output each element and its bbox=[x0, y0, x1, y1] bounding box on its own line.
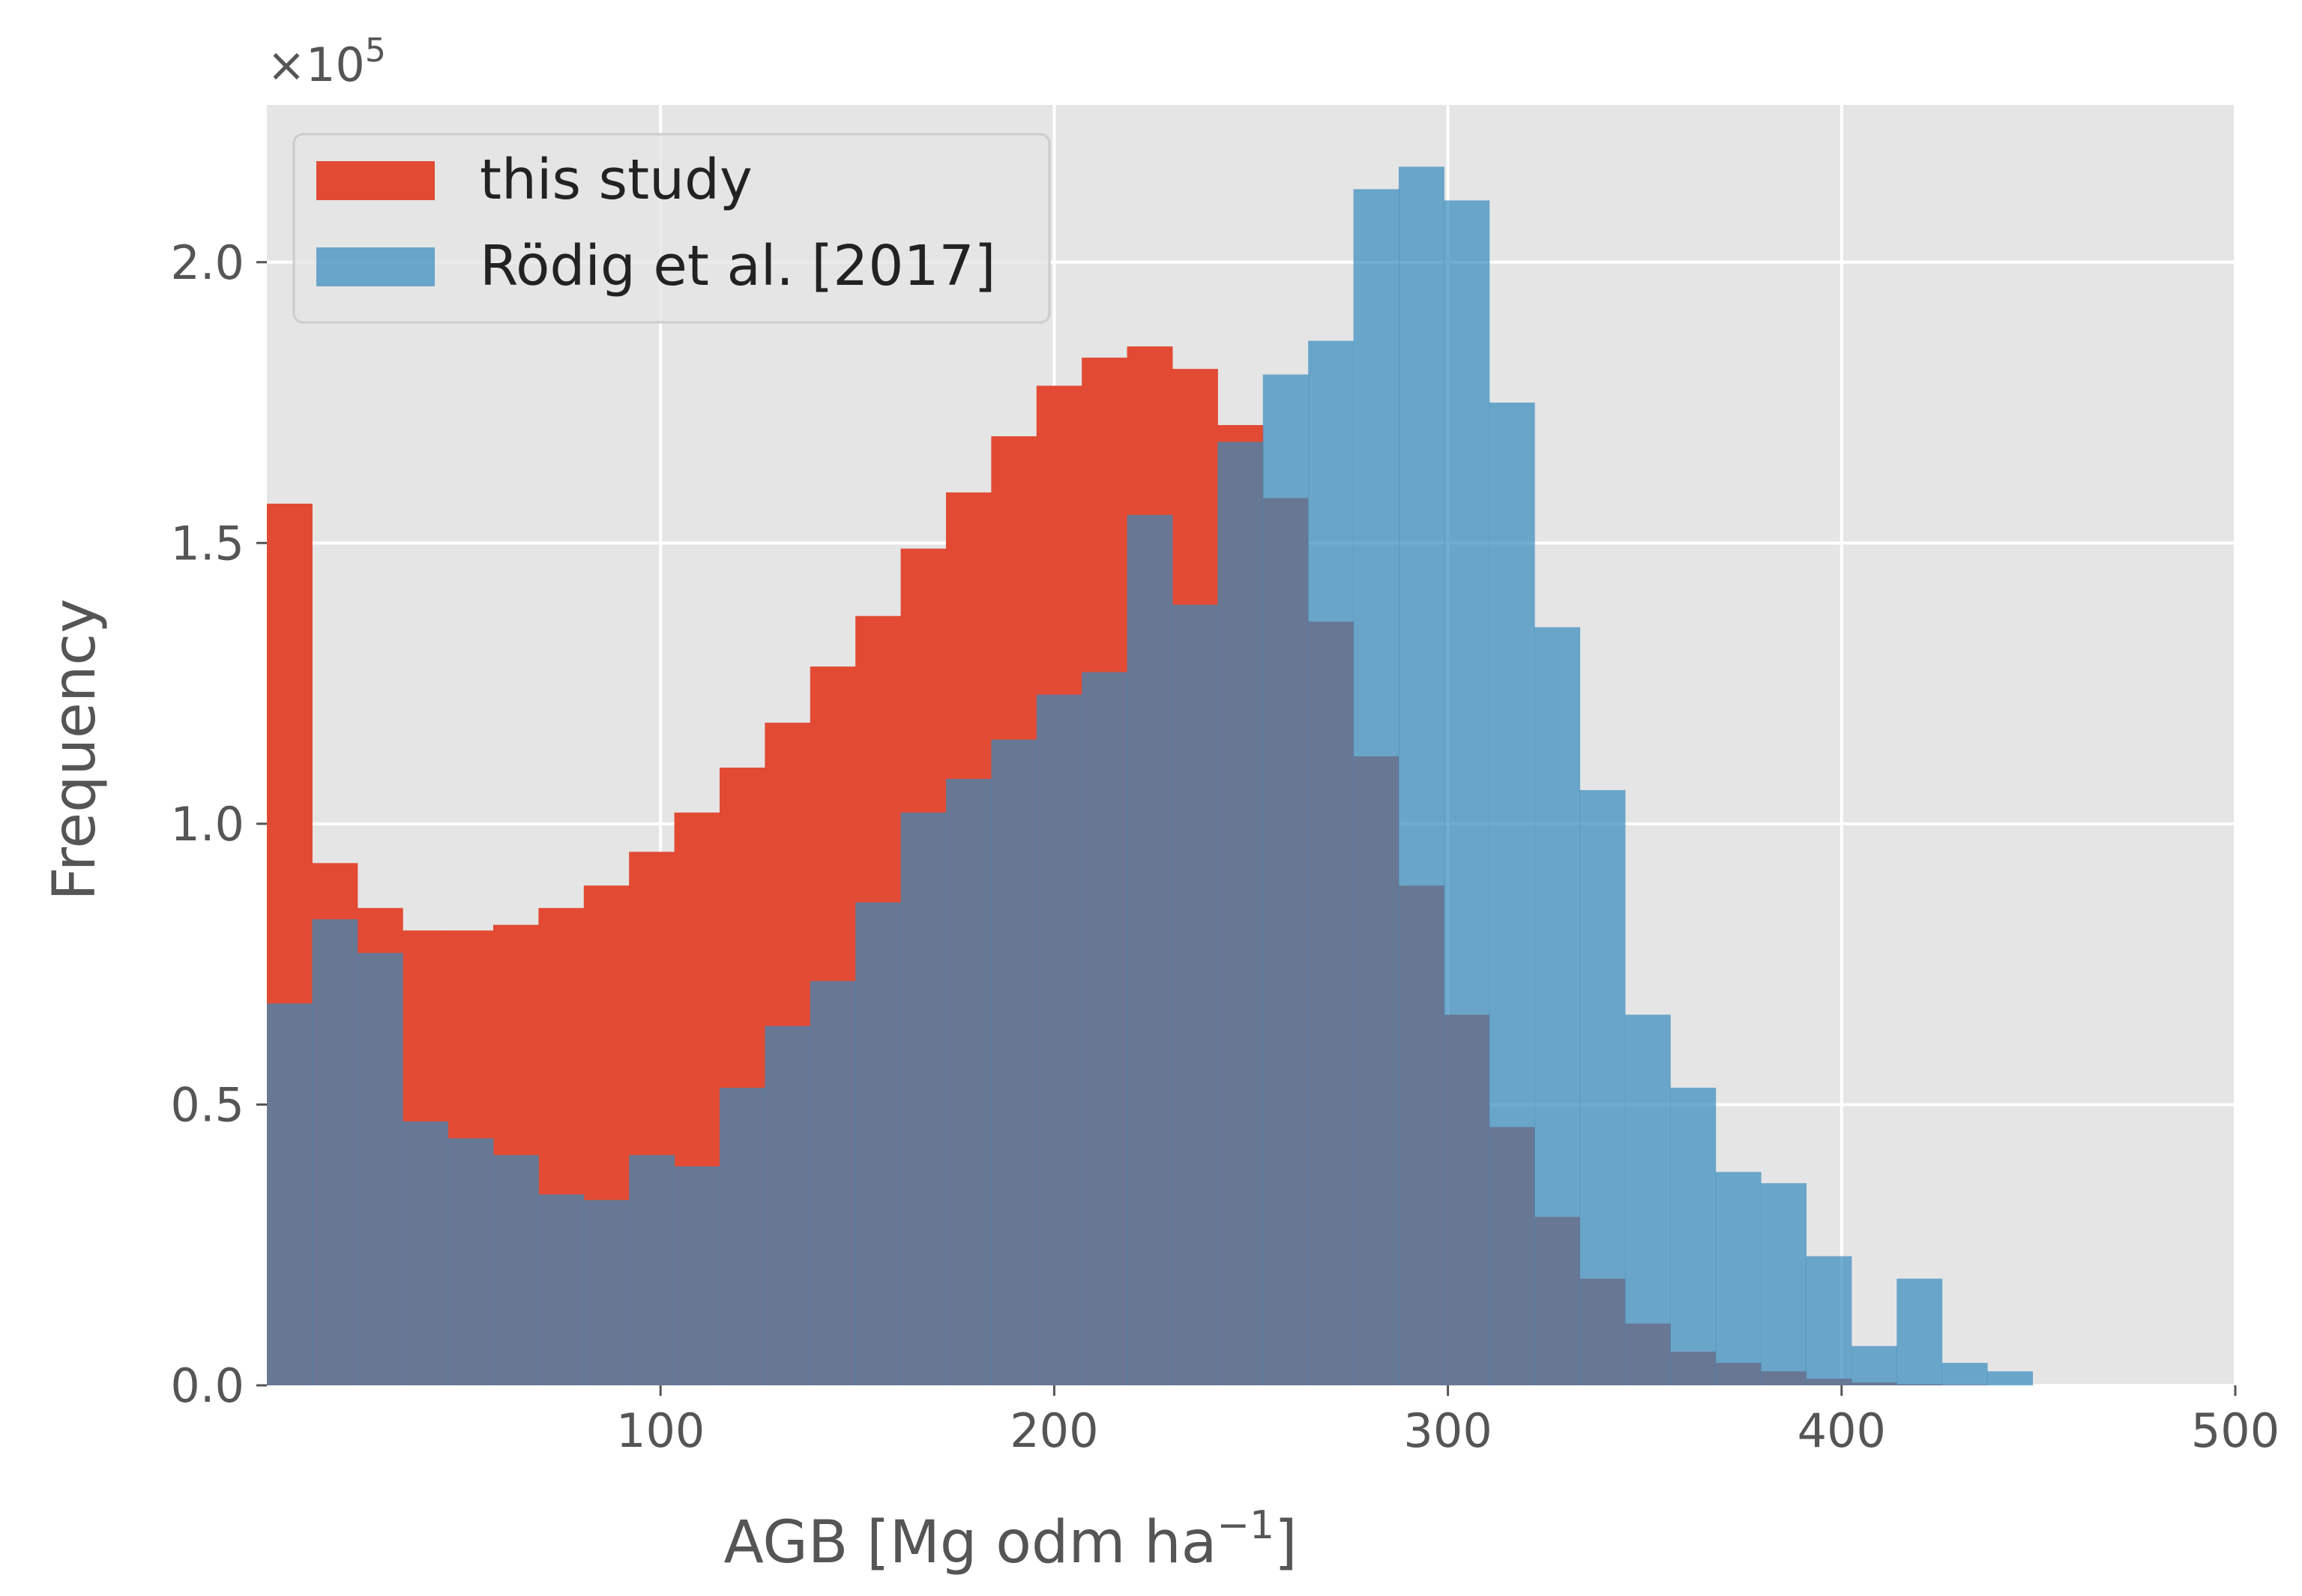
bar-rodig-2017-17 bbox=[1036, 694, 1082, 1385]
bar-rodig-2017-38 bbox=[1987, 1371, 2034, 1385]
y-offset-text: ×105 bbox=[267, 31, 386, 92]
bar-rodig-2017-19 bbox=[1127, 514, 1173, 1385]
bar-rodig-2017-35 bbox=[1851, 1346, 1897, 1385]
y-tick-label-1: 0.5 bbox=[170, 1077, 244, 1132]
bar-rodig-2017-9 bbox=[674, 1166, 720, 1385]
bar-rodig-2017-34 bbox=[1806, 1256, 1852, 1385]
bar-rodig-2017-3 bbox=[403, 1121, 449, 1385]
bar-rodig-2017-31 bbox=[1670, 1087, 1717, 1385]
y-axis-label: Frequency bbox=[41, 599, 109, 901]
y-offset-exponent: 5 bbox=[365, 31, 386, 70]
y-tick-label-3: 1.5 bbox=[170, 516, 244, 570]
bar-rodig-2017-5 bbox=[492, 1154, 539, 1385]
bar-rodig-2017-15 bbox=[945, 778, 992, 1385]
legend-label-this-study: this study bbox=[480, 148, 753, 212]
x-axis-label-close: ] bbox=[1274, 1509, 1297, 1577]
x-tick-label-2: 300 bbox=[1403, 1403, 1492, 1458]
bar-rodig-2017-32 bbox=[1715, 1172, 1762, 1385]
legend-label-rodig-2017: Rödig et al. [2017] bbox=[480, 234, 995, 298]
x-tick-label-3: 400 bbox=[1798, 1403, 1886, 1458]
y-tick-label-0: 0.0 bbox=[170, 1358, 244, 1413]
x-tick-label-1: 200 bbox=[1010, 1403, 1098, 1458]
bar-rodig-2017-11 bbox=[765, 1026, 811, 1385]
bar-rodig-2017-0 bbox=[267, 1003, 313, 1385]
legend: this study Rödig et al. [2017] bbox=[292, 133, 1051, 324]
histogram-bars bbox=[267, 166, 2034, 1386]
legend-frame bbox=[292, 133, 1051, 324]
bar-rodig-2017-29 bbox=[1579, 789, 1626, 1385]
bar-rodig-2017-23 bbox=[1308, 340, 1355, 1385]
bar-rodig-2017-18 bbox=[1082, 672, 1128, 1385]
bar-rodig-2017-20 bbox=[1172, 604, 1218, 1386]
bar-rodig-2017-36 bbox=[1896, 1278, 1943, 1385]
bar-rodig-2017-24 bbox=[1353, 189, 1399, 1386]
x-tick-label-0: 100 bbox=[616, 1403, 705, 1458]
bar-rodig-2017-8 bbox=[629, 1154, 675, 1385]
x-axis-label-superscript: −1 bbox=[1217, 1503, 1274, 1548]
bar-rodig-2017-28 bbox=[1534, 627, 1581, 1385]
bar-rodig-2017-2 bbox=[357, 953, 403, 1385]
bar-rodig-2017-16 bbox=[991, 739, 1037, 1385]
y-tick-label-2: 1.0 bbox=[170, 797, 244, 852]
bar-rodig-2017-13 bbox=[855, 902, 902, 1385]
bar-rodig-2017-25 bbox=[1398, 166, 1444, 1385]
bar-rodig-2017-26 bbox=[1444, 200, 1490, 1386]
bar-rodig-2017-21 bbox=[1217, 442, 1264, 1386]
bar-rodig-2017-30 bbox=[1624, 1014, 1671, 1385]
bar-rodig-2017-14 bbox=[900, 812, 947, 1385]
bar-rodig-2017-27 bbox=[1489, 403, 1535, 1385]
bar-rodig-2017-37 bbox=[1941, 1363, 1988, 1385]
bar-rodig-2017-22 bbox=[1262, 374, 1309, 1385]
bar-rodig-2017-12 bbox=[810, 981, 856, 1385]
bar-rodig-2017-1 bbox=[312, 919, 358, 1385]
legend-swatch-this-study bbox=[316, 161, 435, 200]
bar-rodig-2017-4 bbox=[448, 1138, 494, 1385]
x-axis-label: AGB [Mg odm ha−1] bbox=[723, 1503, 1297, 1577]
y-tick-label-4: 2.0 bbox=[170, 235, 244, 290]
bar-rodig-2017-7 bbox=[583, 1199, 630, 1385]
bar-rodig-2017-10 bbox=[719, 1087, 765, 1385]
bar-rodig-2017-6 bbox=[538, 1194, 585, 1385]
bar-rodig-2017-33 bbox=[1761, 1183, 1807, 1385]
legend-swatch-rodig-2017 bbox=[316, 247, 435, 286]
x-tick-label-4: 500 bbox=[2191, 1403, 2280, 1458]
axis-ticks: 100 200 300 400 500 0.0 0.5 1.0 1.5 2.0 bbox=[170, 235, 2280, 1458]
